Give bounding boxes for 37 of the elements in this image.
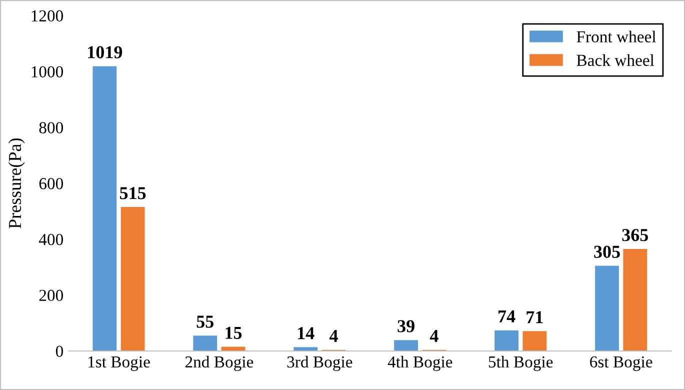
bar <box>394 340 418 351</box>
y-tick-label: 1000 <box>32 66 64 78</box>
bar <box>294 347 318 351</box>
y-tick-label: 0 <box>56 346 64 357</box>
bar <box>623 248 648 351</box>
y-tick-label: 200 <box>39 290 64 302</box>
x-tick-label: 2nd Bogie <box>185 356 254 372</box>
x-tick-label: 6st Bogie <box>590 356 652 371</box>
bar <box>595 266 619 351</box>
bar <box>120 207 145 351</box>
y-axis-title: Pressure(Pa) <box>8 138 25 228</box>
data-label: 515 <box>120 187 146 200</box>
data-label: 14 <box>298 327 314 340</box>
data-label: 15 <box>226 326 242 339</box>
x-tick-label: 1st Bogie <box>88 356 150 371</box>
x-tick-label: 3rd Bogie <box>287 356 352 372</box>
bar <box>494 330 518 351</box>
y-tick-label: 600 <box>39 178 64 190</box>
bar <box>193 336 218 351</box>
y-tick-label: 800 <box>39 122 64 134</box>
x-tick-label: 5th Bogie <box>488 356 553 372</box>
data-label: 71 <box>526 311 543 324</box>
x-tick-label: 4th Bogie <box>388 356 452 372</box>
data-label: 39 <box>398 320 414 332</box>
data-label: 74 <box>498 310 516 322</box>
legend-label: Front wheel <box>576 30 656 42</box>
y-tick-label: 1200 <box>32 10 64 22</box>
bar <box>92 66 117 351</box>
y-tick-label: 400 <box>38 234 64 246</box>
legend-label: Back wheel <box>576 54 654 66</box>
data-label: 305 <box>594 246 620 258</box>
bar <box>522 331 547 351</box>
data-label: 55 <box>196 316 214 328</box>
data-label: 1019 <box>88 46 122 58</box>
data-label: 4 <box>430 330 438 342</box>
data-label: 365 <box>622 229 648 242</box>
data-label: 4 <box>329 330 338 342</box>
